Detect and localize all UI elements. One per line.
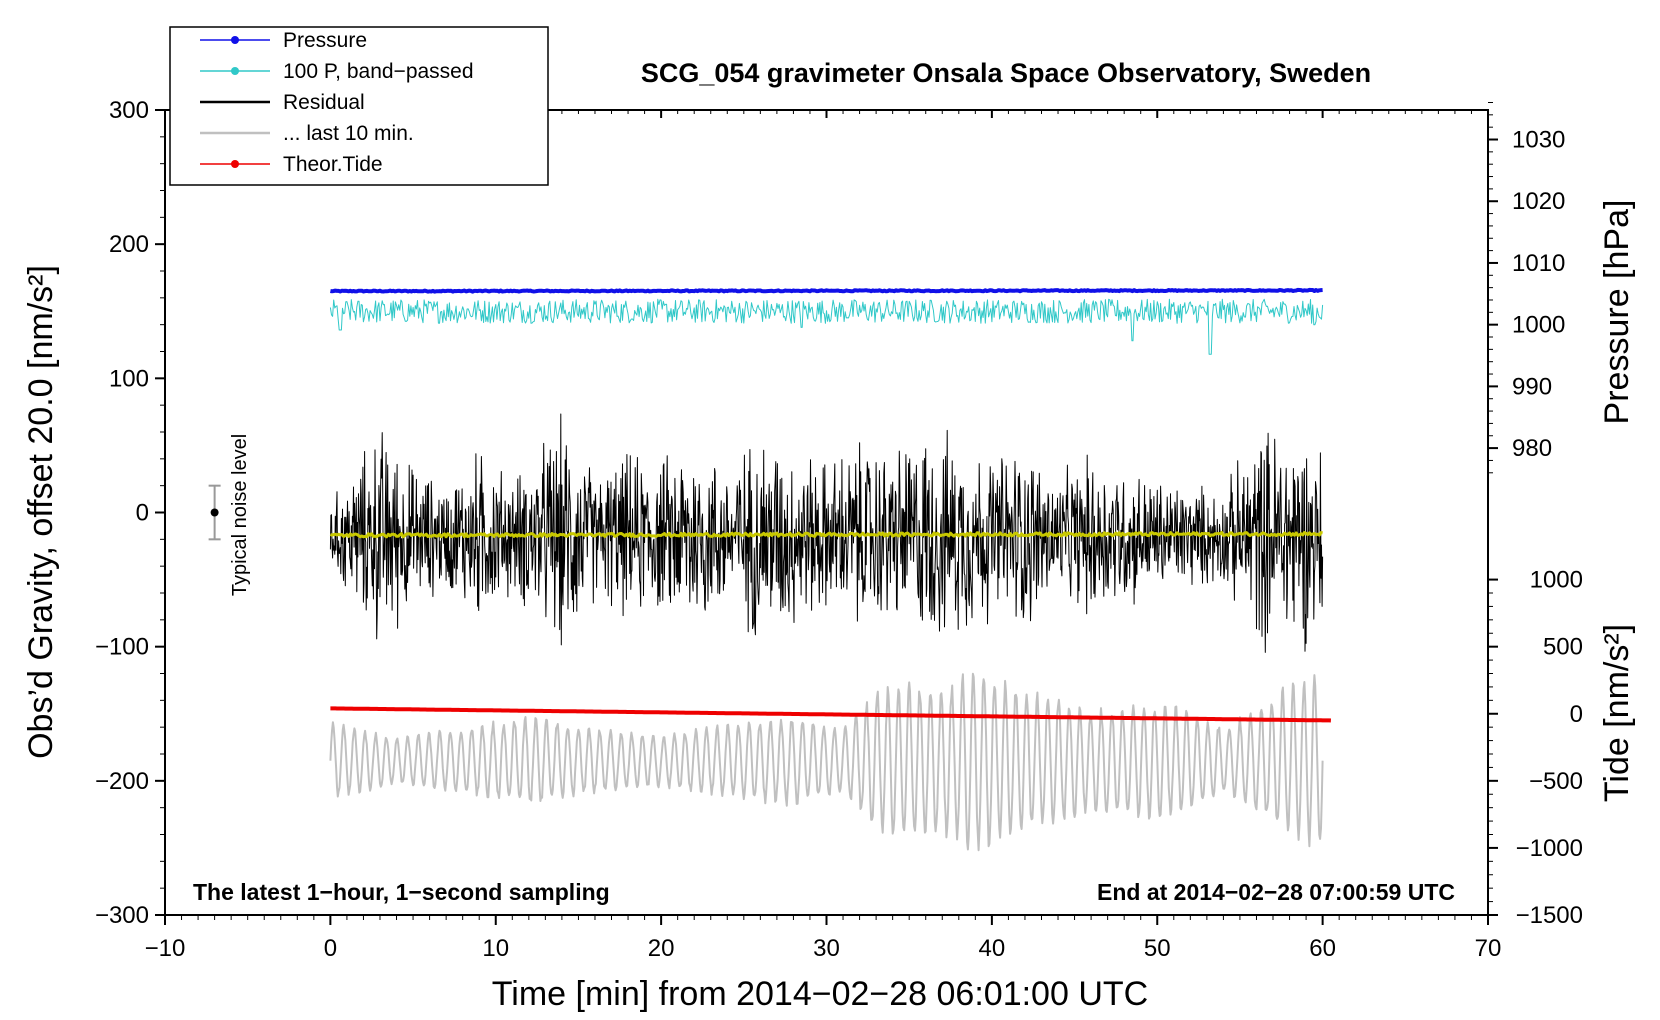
y-tick-label: −300	[95, 902, 149, 929]
pressure-tick-label: 1000	[1512, 312, 1565, 339]
y-tick-label: 100	[109, 365, 149, 392]
series-last-10-min	[329, 672, 1324, 852]
y-tick-label: 0	[136, 500, 149, 527]
legend: Pressure 100 P, band−passed Residual ... la…	[169, 26, 549, 186]
tide-axis-title: Tide [nm/s²]	[1598, 624, 1636, 802]
legend-label: Residual	[283, 91, 365, 114]
y-tick-label: −100	[95, 634, 149, 661]
pressure-tick-label: 1030	[1512, 127, 1565, 154]
tide-tick-label: 500	[1543, 634, 1583, 661]
x-axis: −10 0 10 20 30 40 50 60 70	[145, 110, 1502, 962]
noise-level-label: Typical noise level	[229, 434, 251, 596]
legend-label: 100 P, band−passed	[283, 60, 474, 83]
x-tick-label: 20	[648, 935, 675, 962]
series-pressure	[330, 287, 1323, 294]
y-tick-label: 300	[109, 97, 149, 124]
legend-label: Theor.Tide	[283, 153, 383, 176]
tide-tick-label: −1500	[1516, 902, 1583, 929]
y-axis-title: Obs’d Gravity, offset 20.0 [nm/s²]	[22, 265, 60, 759]
legend-label: Pressure	[283, 29, 367, 52]
pressure-axis-right: 1030 1020 1010 1000 990 980	[1488, 101, 1565, 474]
series-residual	[329, 413, 1324, 653]
tide-axis-right: 1000 500 0 −500 −1000 −1500	[1488, 567, 1583, 929]
tide-tick-label: −1000	[1516, 835, 1583, 862]
pressure-tick-label: 1020	[1512, 188, 1565, 215]
series-100-p-band-passed	[329, 298, 1324, 355]
noise-level-indicator: Typical noise level	[208, 434, 251, 596]
legend-marker	[231, 36, 239, 44]
y-tick-label: −200	[95, 768, 149, 795]
x-tick-label: 10	[482, 935, 509, 962]
y-axis-left: 300 200 100 0 −100 −200 −300	[95, 97, 165, 929]
pressure-axis-title: Pressure [hPa]	[1598, 200, 1636, 425]
sampling-note: The latest 1−hour, 1−second sampling	[193, 879, 610, 905]
y-tick-label: 200	[109, 231, 149, 258]
x-tick-label: 60	[1309, 935, 1336, 962]
end-time-note: End at 2014−02−28 07:00:59 UTC	[1097, 879, 1455, 905]
x-tick-label: −10	[145, 935, 186, 962]
pressure-tick-label: 980	[1512, 435, 1552, 462]
noise-level-dot	[210, 508, 219, 517]
chart-title: SCG_054 gravimeter Onsala Space Observat…	[641, 58, 1371, 88]
tide-tick-label: 0	[1570, 701, 1583, 728]
tide-tick-label: 1000	[1530, 567, 1583, 594]
tide-tick-label: −500	[1529, 768, 1583, 795]
x-axis-title: Time [min] from 2014−02−28 06:01:00 UTC	[492, 975, 1148, 1013]
legend-box	[169, 26, 549, 186]
x-tick-label: 50	[1144, 935, 1171, 962]
series-layer	[329, 287, 1332, 852]
x-tick-label: 0	[324, 935, 337, 962]
pressure-tick-label: 1010	[1512, 250, 1565, 277]
x-tick-label: 70	[1475, 935, 1502, 962]
series-theor-tide	[330, 706, 1332, 723]
legend-label: ... last 10 min.	[283, 122, 414, 145]
pressure-tick-label: 990	[1512, 373, 1552, 400]
legend-marker	[231, 67, 239, 75]
series-residual-smoothed	[329, 531, 1323, 539]
legend-marker	[231, 160, 239, 168]
x-tick-label: 30	[813, 935, 840, 962]
x-tick-label: 40	[979, 935, 1006, 962]
